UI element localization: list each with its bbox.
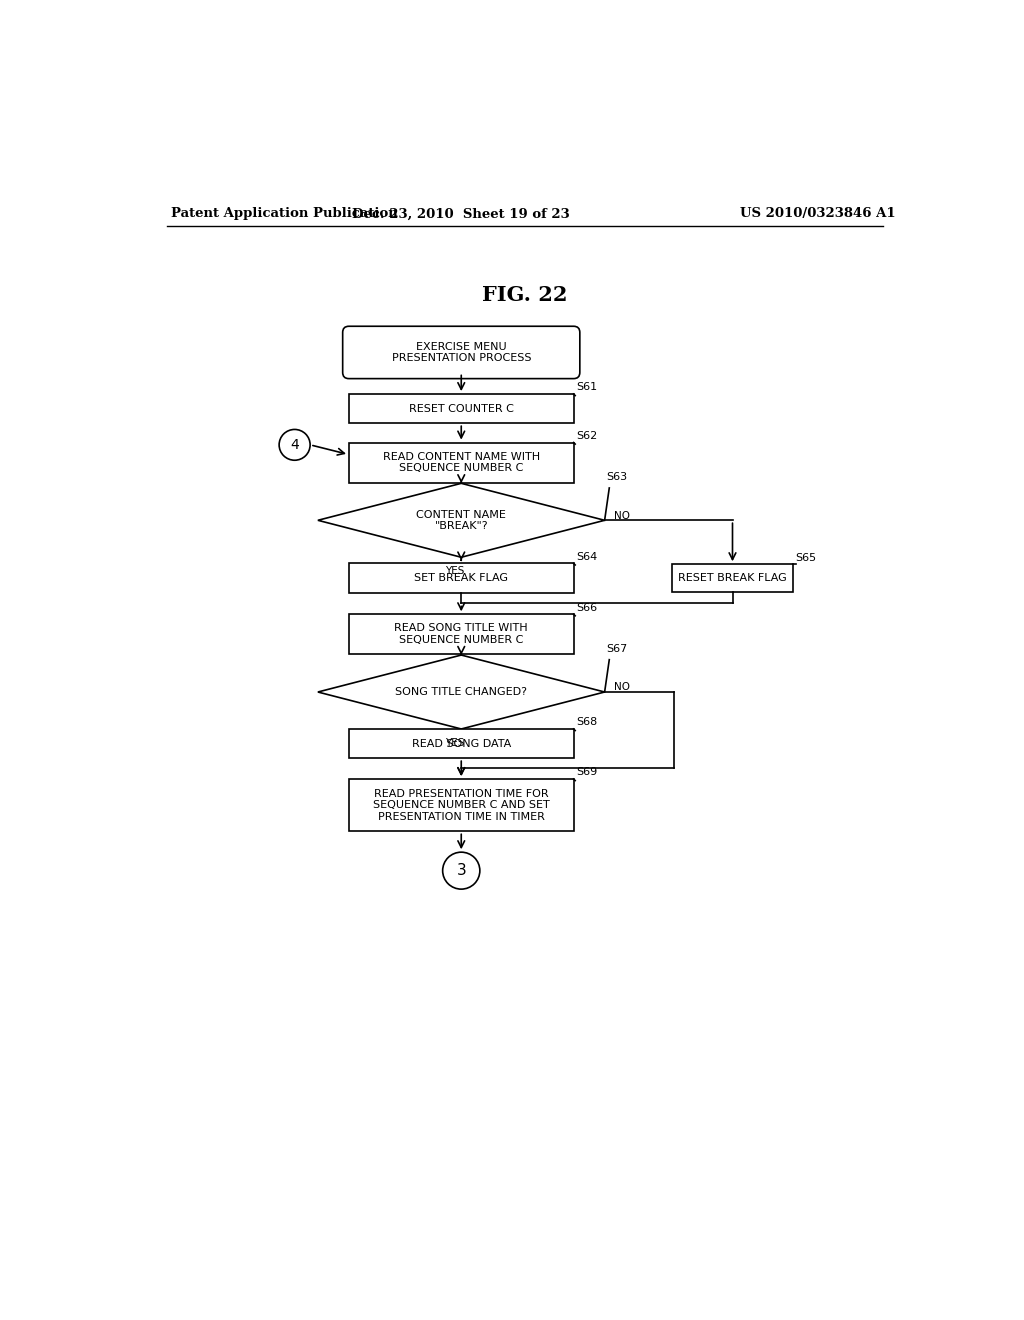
Bar bbox=[349, 442, 573, 483]
Bar bbox=[673, 564, 793, 591]
Text: S61: S61 bbox=[577, 383, 598, 392]
Text: SONG TITLE CHANGED?: SONG TITLE CHANGED? bbox=[395, 686, 527, 697]
Text: S65: S65 bbox=[796, 553, 817, 562]
Text: READ SONG DATA: READ SONG DATA bbox=[412, 739, 511, 748]
Text: READ CONTENT NAME WITH
SEQUENCE NUMBER C: READ CONTENT NAME WITH SEQUENCE NUMBER C bbox=[383, 451, 540, 474]
Text: S66: S66 bbox=[577, 603, 598, 612]
Bar bbox=[349, 779, 573, 832]
Text: FIG. 22: FIG. 22 bbox=[482, 285, 567, 305]
Text: US 2010/0323846 A1: US 2010/0323846 A1 bbox=[740, 207, 896, 220]
Bar bbox=[349, 564, 573, 593]
Polygon shape bbox=[317, 655, 604, 729]
Text: READ PRESENTATION TIME FOR
SEQUENCE NUMBER C AND SET
PRESENTATION TIME IN TIMER: READ PRESENTATION TIME FOR SEQUENCE NUMB… bbox=[373, 788, 550, 822]
Text: RESET BREAK FLAG: RESET BREAK FLAG bbox=[678, 573, 786, 583]
Text: S68: S68 bbox=[577, 718, 598, 727]
Text: NO: NO bbox=[614, 511, 630, 520]
Text: 4: 4 bbox=[290, 438, 299, 451]
Text: S64: S64 bbox=[577, 552, 598, 562]
Text: S67: S67 bbox=[606, 644, 628, 653]
Circle shape bbox=[280, 429, 310, 461]
Text: S69: S69 bbox=[577, 767, 598, 777]
Text: RESET COUNTER C: RESET COUNTER C bbox=[409, 404, 514, 413]
Text: YES: YES bbox=[445, 566, 465, 577]
Text: EXERCISE MENU
PRESENTATION PROCESS: EXERCISE MENU PRESENTATION PROCESS bbox=[391, 342, 531, 363]
Text: CONTENT NAME
"BREAK"?: CONTENT NAME "BREAK"? bbox=[417, 510, 506, 531]
Polygon shape bbox=[317, 483, 604, 557]
Bar bbox=[349, 395, 573, 424]
FancyBboxPatch shape bbox=[343, 326, 580, 379]
Text: 3: 3 bbox=[457, 863, 466, 878]
Text: S62: S62 bbox=[577, 432, 598, 441]
Bar bbox=[349, 614, 573, 655]
Text: S63: S63 bbox=[606, 471, 628, 482]
Text: Patent Application Publication: Patent Application Publication bbox=[171, 207, 397, 220]
Text: YES: YES bbox=[445, 738, 465, 748]
Text: READ SONG TITLE WITH
SEQUENCE NUMBER C: READ SONG TITLE WITH SEQUENCE NUMBER C bbox=[394, 623, 528, 645]
Text: SET BREAK FLAG: SET BREAK FLAG bbox=[415, 573, 508, 583]
Bar bbox=[349, 729, 573, 758]
Text: NO: NO bbox=[614, 682, 630, 693]
Circle shape bbox=[442, 853, 480, 890]
Text: Dec. 23, 2010  Sheet 19 of 23: Dec. 23, 2010 Sheet 19 of 23 bbox=[352, 207, 570, 220]
